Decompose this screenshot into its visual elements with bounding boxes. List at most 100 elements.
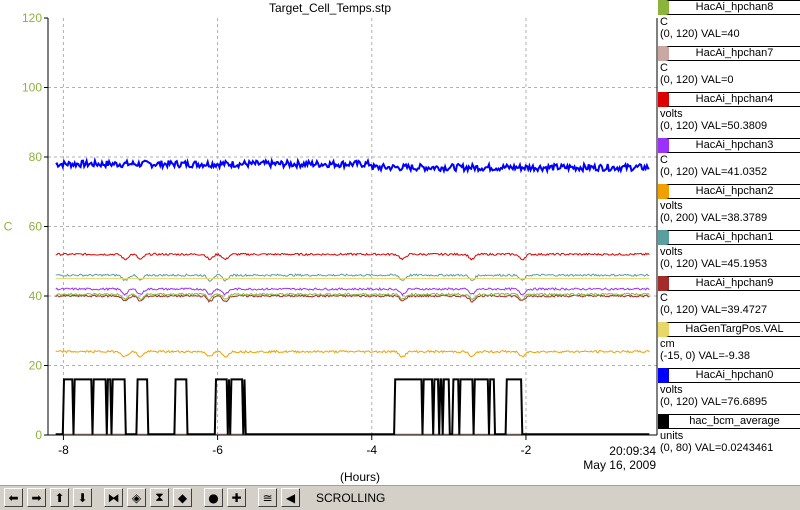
legend-swatch [658,92,666,107]
legend-series-name: HacAi_hpchan9 [666,276,800,291]
legend-series-name: HacAi_hpchan4 [666,92,800,107]
legend-range: (-15, 0) VAL=-9.38 [660,350,750,362]
legend-unit: cm [660,338,675,350]
y-tick-label: 80 [29,150,43,164]
zoom-in-y-button[interactable]: ⧗ [150,488,169,507]
legend-swatch [658,46,666,61]
arrow-right-icon: ➡ [31,490,42,505]
legend-range: (0, 120) VAL=39.4727 [660,304,768,316]
legend-entry[interactable]: HacAi_hpchan0 volts (0, 120) VAL=76.6895 [658,368,800,412]
legend-series-name: HacAi_hpchan3 [666,138,800,153]
legend-series-name: HacAi_hpchan1 [666,230,800,245]
legend-swatch [658,230,666,245]
series-line-HacAi_hpchan8 [55,292,650,301]
legend-entry[interactable]: hac_bcm_average units (0, 80) VAL=0.024346… [658,414,800,458]
series-line-HacAi_hpchan4 [55,252,650,261]
series-line-HacAi_hpchan2 [55,349,650,358]
y-axis-label: C [4,220,13,234]
legend-entry[interactable]: HacAi_hpchan4 volts (0, 120) VAL=50.3809 [658,92,800,136]
mode-label: SCROLLING [316,491,386,505]
legend-unit: volts [660,246,683,258]
x-tick-label: -4 [366,443,377,457]
legend-range: (0, 120) VAL=45.1953 [660,258,768,270]
legend-unit: volts [660,384,683,396]
legend-entry[interactable]: HacAi_hpchan8 C (0, 120) VAL=40 [658,0,800,44]
arrow-up-icon: ⬆ [54,490,65,505]
legend-series-name: hac_bcm_average [666,414,800,429]
y-tick-label: 40 [29,289,43,303]
legend-range: (0, 120) VAL=50.3809 [660,120,768,132]
legend-entry[interactable]: HacAi_hpchan3 C (0, 120) VAL=41.0352 [658,138,800,182]
timestamp-date: May 16, 2009 [583,458,656,472]
legend-unit: volts [660,200,683,212]
legend-entry[interactable]: HacAi_hpchan7 C (0, 120) VAL=0 [658,46,800,90]
scroll-mode-icon: ◀ [285,490,296,505]
timestamp-time: 20:09:34 [609,444,656,458]
legend-range: (0, 120) VAL=41.0352 [660,166,768,178]
legend-range: (0, 80) VAL=0.0243461 [660,442,774,454]
legend-swatch [658,414,666,429]
legend-range: (0, 120) VAL=0 [660,74,734,86]
legend-swatch [658,322,666,337]
legend-range: (0, 200) VAL=38.3789 [660,212,768,224]
scroll-down-button[interactable]: ⬇ [73,488,92,507]
legend-unit: C [660,62,668,74]
scroll-left-button[interactable]: ⬅ [4,488,23,507]
scale-icon: ≅ [262,490,273,505]
zoom-out-x-icon: ◈ [131,490,142,505]
legend-series-name: HacAi_hpchan2 [666,184,800,199]
arrow-down-icon: ⬇ [77,490,88,505]
legend-swatch [658,276,666,291]
x-tick-label: -8 [58,443,69,457]
legend-series-name: HacAi_hpchan0 [666,368,800,383]
x-tick-label: -2 [521,443,532,457]
x-axis-label: (Hours) [339,470,380,484]
scale-button[interactable]: ≅ [258,488,277,507]
series-line-HacAi_hpchan3 [55,287,650,297]
scroll-mode-button[interactable]: ◀ [281,488,300,507]
legend-series-name: HaGenTargPos.VAL [666,322,800,337]
plus-icon: ✚ [231,490,242,505]
legend-unit: units [660,430,684,442]
zoom-out-y-icon: ◆ [177,490,188,505]
y-tick-label: 60 [29,220,43,234]
series-line-HacAi_hpchan1 [55,273,650,282]
legend-swatch [658,138,666,153]
scroll-right-button[interactable]: ➡ [27,488,46,507]
legend-unit: C [660,154,668,166]
y-tick-label: 0 [35,428,42,442]
legend-unit: C [660,16,668,28]
series-line-HacAi_hpchan0 [55,156,650,175]
y-tick-label: 100 [22,81,42,95]
add-button[interactable]: ✚ [227,488,246,507]
chart-area: 0 20 40 60 80 100 120 -8 -6 -4 -2 C [4,11,658,457]
y-tick-label: 120 [22,11,42,25]
legend-swatch [658,184,666,199]
zoom-out-x-button[interactable]: ◈ [127,488,146,507]
legend-entry[interactable]: HaGenTargPos.VAL cm (-15, 0) VAL=-9.38 [658,322,800,366]
legend-series-name: HacAi_hpchan7 [666,46,800,61]
legend-entry[interactable]: HacAi_hpchan2 volts (0, 200) VAL=38.3789 [658,184,800,228]
zoom-in-x-button[interactable]: ⧓ [104,488,123,507]
zoom-out-y-button[interactable]: ◆ [173,488,192,507]
y-tick-label: 20 [29,359,43,373]
autoscale-button[interactable]: ● [204,488,223,507]
legend-unit: C [660,292,668,304]
legend-swatch [658,368,666,383]
toolbar: SCROLLING ⬅ ➡ ⬆ ⬇ ⧓ ◈ ⧗ ◆ ● ✚ ≅ ◀ [0,485,800,510]
legend-series-name: HacAi_hpchan8 [666,0,800,15]
zoom-in-y-icon: ⧗ [155,490,164,504]
legend-swatch [658,0,666,15]
arrow-left-icon: ⬅ [8,490,19,505]
zoom-in-x-icon: ⧓ [107,490,120,505]
x-tick-label: -6 [212,443,223,457]
scroll-up-button[interactable]: ⬆ [50,488,69,507]
chart-title: Target_Cell_Temps.stp [268,1,392,15]
series-line-hac_bcm_average [55,378,650,436]
legend-range: (0, 120) VAL=76.6895 [660,396,768,408]
series-line-HacAi_hpchan9 [55,294,650,303]
legend-entry[interactable]: HacAi_hpchan9 C (0, 120) VAL=39.4727 [658,276,800,320]
legend-range: (0, 120) VAL=40 [660,28,740,40]
legend-unit: volts [660,108,683,120]
legend-entry[interactable]: HacAi_hpchan1 volts (0, 120) VAL=45.1953 [658,230,800,274]
